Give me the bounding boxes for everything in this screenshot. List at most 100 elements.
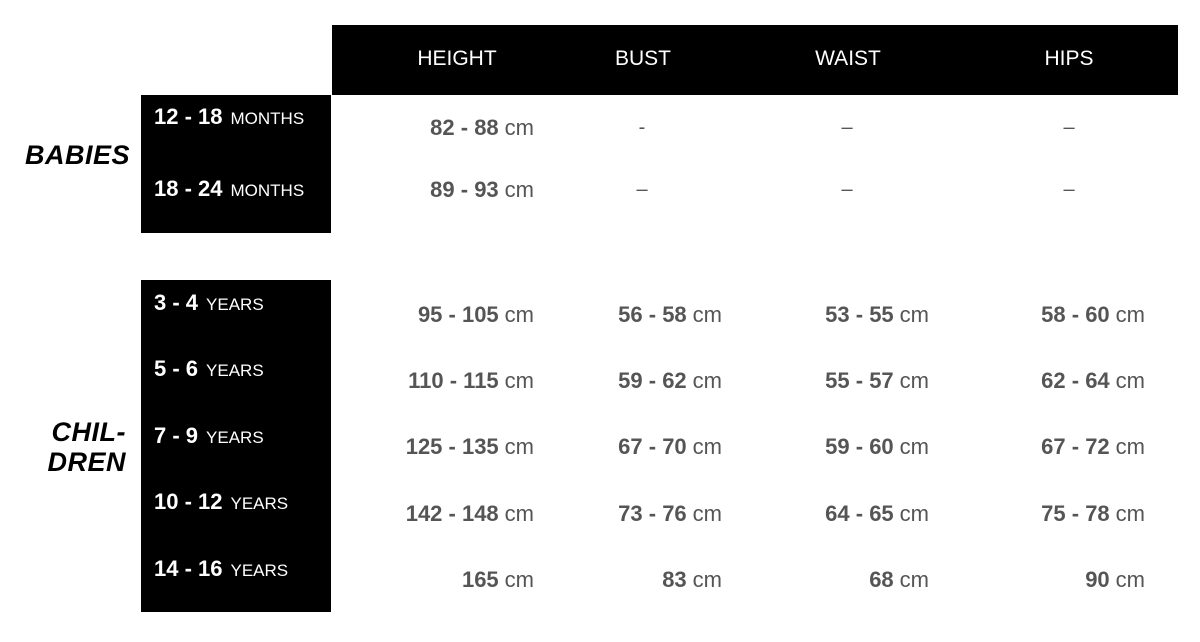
measurement-value: 125 - 135 cm bbox=[406, 434, 534, 460]
age-range: 18 - 24 bbox=[154, 176, 223, 201]
measurement-value: 83 cm bbox=[662, 567, 722, 593]
measurement-unit: cm bbox=[1115, 368, 1145, 393]
measurement-value: 55 - 57 cm bbox=[825, 368, 929, 394]
measurement-value: 59 - 60 cm bbox=[825, 434, 929, 460]
measurement-number: 58 - 60 bbox=[1041, 302, 1110, 327]
age-range: 7 - 9 bbox=[154, 423, 199, 448]
measurement-number: 53 - 55 bbox=[825, 302, 894, 327]
group-label-children: CHIL- DREN bbox=[14, 417, 126, 477]
empty-value-dash: – bbox=[1063, 116, 1075, 139]
group-label-babies: BABIES bbox=[24, 140, 130, 170]
column-header-hips: HIPS bbox=[1044, 47, 1094, 70]
measurement-unit: cm bbox=[504, 177, 534, 202]
measurement-value: 53 - 55 cm bbox=[825, 302, 929, 328]
empty-value-dash: – bbox=[636, 178, 648, 201]
measurement-number: 90 bbox=[1085, 567, 1110, 592]
measurement-number: 142 - 148 bbox=[405, 501, 499, 526]
column-header-waist: WAIST bbox=[815, 47, 881, 70]
measurement-number: 64 - 65 bbox=[825, 501, 894, 526]
column-header-height: HEIGHT bbox=[417, 47, 497, 70]
measurement-unit: cm bbox=[692, 501, 722, 526]
measurement-unit: cm bbox=[899, 567, 929, 592]
group-label-line: DREN bbox=[47, 447, 126, 477]
measurement-value: 67 - 70 cm bbox=[618, 434, 722, 460]
measurement-number: 68 bbox=[869, 567, 894, 592]
measurement-unit: cm bbox=[899, 302, 929, 327]
measurement-unit: cm bbox=[504, 501, 534, 526]
measurement-number: 67 - 70 bbox=[618, 434, 687, 459]
measurement-number: 95 - 105 bbox=[417, 302, 499, 327]
age-range: 14 - 16 bbox=[154, 556, 223, 581]
measurement-value: 75 - 78 cm bbox=[1041, 501, 1145, 527]
measurement-value: 82 - 88 cm bbox=[430, 115, 534, 141]
age-range: 3 - 4 bbox=[154, 290, 199, 315]
empty-value-dash: – bbox=[1063, 178, 1075, 201]
measurement-unit: cm bbox=[504, 434, 534, 459]
measurement-unit: cm bbox=[899, 368, 929, 393]
babies-age-box bbox=[141, 95, 331, 233]
measurement-unit: cm bbox=[692, 434, 722, 459]
age-unit: YEARS bbox=[206, 295, 264, 314]
measurement-value: 56 - 58 cm bbox=[618, 302, 722, 328]
empty-value-dash: – bbox=[841, 178, 853, 201]
measurement-number: 59 - 60 bbox=[825, 434, 894, 459]
measurement-number: 89 - 93 bbox=[430, 177, 499, 202]
age-label: 12 - 18 MONTHS bbox=[154, 104, 304, 130]
measurement-number: 75 - 78 bbox=[1041, 501, 1110, 526]
age-unit: YEARS bbox=[230, 494, 289, 513]
empty-value-dash: - bbox=[638, 116, 646, 139]
measurement-value: 67 - 72 cm bbox=[1041, 434, 1145, 460]
measurement-value: 59 - 62 cm bbox=[618, 368, 722, 394]
measurement-number: 165 bbox=[461, 567, 499, 592]
measurement-value: 165 cm bbox=[462, 567, 534, 593]
measurement-number: 59 - 62 bbox=[618, 368, 687, 393]
age-unit: YEARS bbox=[230, 561, 289, 580]
measurement-unit: cm bbox=[1115, 567, 1145, 592]
measurement-value: 58 - 60 cm bbox=[1041, 302, 1145, 328]
measurement-number: 55 - 57 bbox=[825, 368, 894, 393]
measurement-unit: cm bbox=[692, 368, 722, 393]
age-label: 7 - 9 YEARS bbox=[154, 423, 264, 449]
age-unit: YEARS bbox=[206, 361, 264, 380]
measurement-unit: cm bbox=[899, 501, 929, 526]
measurement-unit: cm bbox=[504, 302, 534, 327]
group-label-line: CHIL- bbox=[51, 417, 126, 447]
measurement-unit: cm bbox=[899, 434, 929, 459]
age-range: 10 - 12 bbox=[154, 489, 223, 514]
measurement-unit: cm bbox=[1115, 501, 1145, 526]
age-unit: MONTHS bbox=[230, 181, 305, 200]
age-label: 14 - 16 YEARS bbox=[154, 556, 288, 582]
measurement-unit: cm bbox=[1115, 434, 1145, 459]
age-label: 5 - 6 YEARS bbox=[154, 356, 264, 382]
measurement-number: 56 - 58 bbox=[618, 302, 687, 327]
empty-value-dash: – bbox=[841, 116, 853, 139]
measurement-number: 110 - 115 bbox=[408, 368, 499, 393]
measurement-value: 73 - 76 cm bbox=[618, 501, 722, 527]
measurement-number: 67 - 72 bbox=[1041, 434, 1110, 459]
column-header-bust: BUST bbox=[614, 47, 672, 70]
measurement-number: 125 - 135 bbox=[405, 434, 499, 459]
measurement-unit: cm bbox=[504, 115, 534, 140]
age-unit: YEARS bbox=[206, 428, 264, 447]
measurement-value: 90 cm bbox=[1085, 567, 1145, 593]
measurement-unit: cm bbox=[504, 567, 534, 592]
measurement-unit: cm bbox=[1115, 302, 1145, 327]
age-label: 3 - 4 YEARS bbox=[154, 290, 264, 316]
measurement-value: 68 cm bbox=[869, 567, 929, 593]
age-label: 18 - 24 MONTHS bbox=[154, 176, 304, 202]
age-range: 5 - 6 bbox=[154, 356, 199, 381]
measurement-value: 142 - 148 cm bbox=[406, 501, 534, 527]
age-range: 12 - 18 bbox=[154, 104, 223, 129]
column-header-bar bbox=[332, 25, 1178, 95]
measurement-value: 95 - 105 cm bbox=[418, 302, 534, 328]
measurement-unit: cm bbox=[504, 368, 534, 393]
measurement-number: 82 - 88 bbox=[430, 115, 499, 140]
measurement-unit: cm bbox=[692, 567, 722, 592]
measurement-number: 62 - 64 bbox=[1041, 368, 1110, 393]
children-age-box bbox=[141, 280, 331, 612]
measurement-value: 62 - 64 cm bbox=[1041, 368, 1145, 394]
age-unit: MONTHS bbox=[230, 109, 305, 128]
measurement-value: 110 - 115 cm bbox=[408, 368, 534, 394]
measurement-number: 83 bbox=[662, 567, 687, 592]
measurement-value: 64 - 65 cm bbox=[825, 501, 929, 527]
